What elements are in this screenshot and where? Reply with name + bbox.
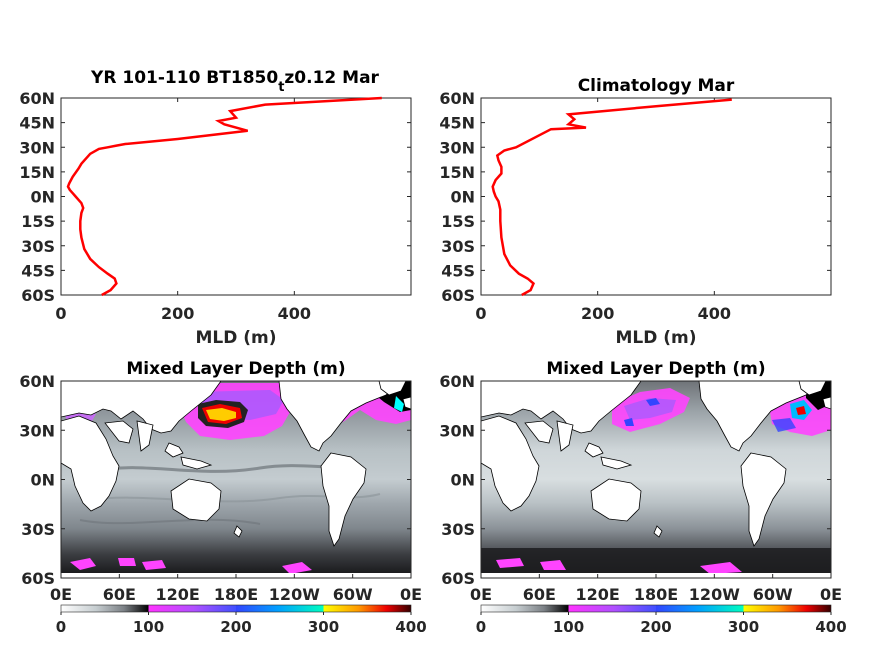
colorbar-tick-label: 200 [220,618,251,636]
colorbar-tick-label: 0 [56,618,66,636]
x-tick-label: 180E [214,585,258,604]
colorbar-tick-label: 100 [553,618,584,636]
map-title-model: Mixed Layer Depth (m) [126,359,345,379]
y-tick-label: 30N [439,421,475,440]
y-tick-label: 45N [439,114,475,133]
y-tick-label: 0N [30,188,55,207]
x-tick-label: 0E [820,585,842,604]
x-tick-label: 120W [269,585,320,604]
map-field-climatology [481,381,831,578]
x-tick-label: 120W [689,585,740,604]
y-tick-label: 30S [21,237,55,256]
y-tick-label: 60N [439,89,475,108]
x-tick-label: 400 [698,304,731,323]
profile-panel-climatology: Climatology Mar 60N 45N 30N 15N 0N 15S 30S 45S 6… [439,76,832,348]
y-tick-label: 60S [21,569,55,588]
panel-title-model: YR 101-110 BT1850tz0.12 Mar [90,68,380,95]
y-tick-label: 0N [30,471,55,490]
y-tick-label: 60S [441,569,475,588]
y-tick-label: 45S [21,261,55,280]
y-tick-label: 45N [19,114,55,133]
x-tick-label: 120E [156,585,200,604]
colorbar-tick-label: 200 [640,618,671,636]
y-tick-label: 60N [439,372,475,391]
y-tick-label: 0N [450,471,475,490]
colorbar-model: 0 100 200 300 400 [56,604,427,636]
map-field-model [61,381,411,578]
y-tick-label: 15S [21,212,55,231]
y-tick-label: 60S [21,286,55,305]
y-tick-label: 0N [450,188,475,207]
plot-frame-climatology [480,97,832,296]
x-tick-label: 120E [576,585,620,604]
colorbar-tick-label: 0 [476,618,486,636]
colorbar-tick-label: 100 [133,618,164,636]
colorbar-climatology: 0 100 200 300 400 [476,604,847,636]
x-tick-label: 60E [523,585,556,604]
colorbar-tick-label: 400 [815,618,846,636]
x-tick-label: 0E [50,585,72,604]
x-tick-label: 60W [753,585,793,604]
y-tick-label: 30S [21,520,55,539]
plot-frame-model [60,97,412,296]
y-tick-label: 45S [441,261,475,280]
xlabel-model: MLD (m) [195,328,276,348]
x-tick-label: 400 [278,304,311,323]
panel-title-climatology: Climatology Mar [578,76,735,96]
y-tick-label: 15N [19,163,55,182]
map-title-climatology: Mixed Layer Depth (m) [546,359,765,379]
xlabel-climatology: MLD (m) [615,328,696,348]
x-tick-label: 200 [581,304,614,323]
y-tick-label: 30S [441,237,475,256]
x-tick-label: 0E [400,585,422,604]
colorbar-tick-label: 400 [395,618,426,636]
x-tick-label: 0 [475,304,486,323]
y-tick-label: 60S [441,286,475,305]
mld-map-model: Mixed Layer Depth (m) [19,359,426,636]
mld-map-climatology: Mixed Layer Depth (m) 60N 30N 0N 30S 60S 0E 6… [439,359,846,636]
y-tick-label: 30N [439,138,475,157]
profile-panel-model: YR 101-110 BT1850tz0.12 Mar 60N 45N 30N 15N… [19,68,412,348]
colorbar-tick-label: 300 [308,618,339,636]
x-tick-label: 60W [333,585,373,604]
x-tick-label: 0E [470,585,492,604]
x-tick-label: 200 [161,304,194,323]
mld-profile-line-model [66,96,382,297]
x-tick-label: 180E [634,585,678,604]
y-tick-label: 60N [19,372,55,391]
x-tick-label: 60E [103,585,136,604]
x-tick-label: 0 [55,304,66,323]
mld-profile-line-climatology [491,98,732,297]
y-tick-label: 15N [439,163,475,182]
y-tick-label: 30S [441,520,475,539]
y-tick-label: 15S [441,212,475,231]
colorbar-tick-label: 300 [728,618,759,636]
y-tick-label: 60N [19,89,55,108]
y-tick-label: 30N [19,421,55,440]
y-tick-label: 30N [19,138,55,157]
